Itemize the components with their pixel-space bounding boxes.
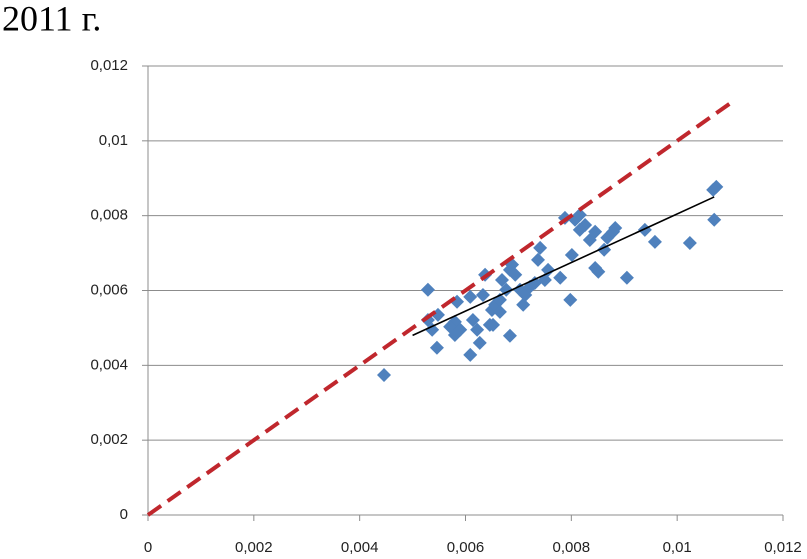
- point: [591, 264, 606, 279]
- point: [709, 179, 724, 194]
- y-tick-label: 0,006: [90, 281, 128, 298]
- point: [516, 297, 531, 312]
- y-tick-label: 0,01: [99, 132, 128, 149]
- x-tick-label: 0,012: [764, 539, 802, 556]
- point: [533, 240, 548, 255]
- point: [475, 287, 490, 302]
- point: [563, 292, 578, 307]
- point: [492, 304, 507, 319]
- point: [429, 340, 444, 355]
- x-tick-label: 0,008: [553, 539, 591, 556]
- point: [564, 247, 579, 262]
- point: [682, 235, 697, 250]
- y-tick-label: 0,008: [90, 207, 128, 224]
- line: [412, 196, 715, 337]
- point: [502, 328, 517, 343]
- x-tick-label: 0,006: [447, 539, 485, 556]
- point: [463, 289, 478, 304]
- y-tick-label: 0,012: [90, 57, 128, 74]
- point: [541, 262, 556, 277]
- x-tick-label: 0: [144, 539, 152, 556]
- point: [463, 347, 478, 362]
- point: [377, 368, 392, 383]
- point: [553, 270, 568, 285]
- point: [472, 335, 487, 350]
- x-tick-label: 0,004: [341, 539, 379, 556]
- point: [588, 224, 603, 239]
- point: [486, 317, 501, 332]
- point: [608, 221, 623, 236]
- x-tick-label: 0,002: [235, 539, 273, 556]
- y-tick-label: 0,002: [90, 431, 128, 448]
- x-tick-label: 0,01: [663, 539, 692, 556]
- point: [619, 270, 634, 285]
- point: [707, 212, 722, 227]
- point: [453, 322, 468, 337]
- point: [572, 222, 587, 237]
- point: [508, 267, 523, 282]
- y-tick-label: 0: [120, 506, 128, 523]
- point: [470, 322, 485, 337]
- point: [647, 234, 662, 249]
- point: [572, 207, 587, 222]
- y-tick-label: 0,004: [90, 356, 128, 373]
- point: [530, 252, 545, 267]
- point: [637, 222, 652, 237]
- point: [420, 282, 435, 297]
- point: [527, 276, 542, 291]
- chart-title: 2011 г.: [2, 0, 101, 38]
